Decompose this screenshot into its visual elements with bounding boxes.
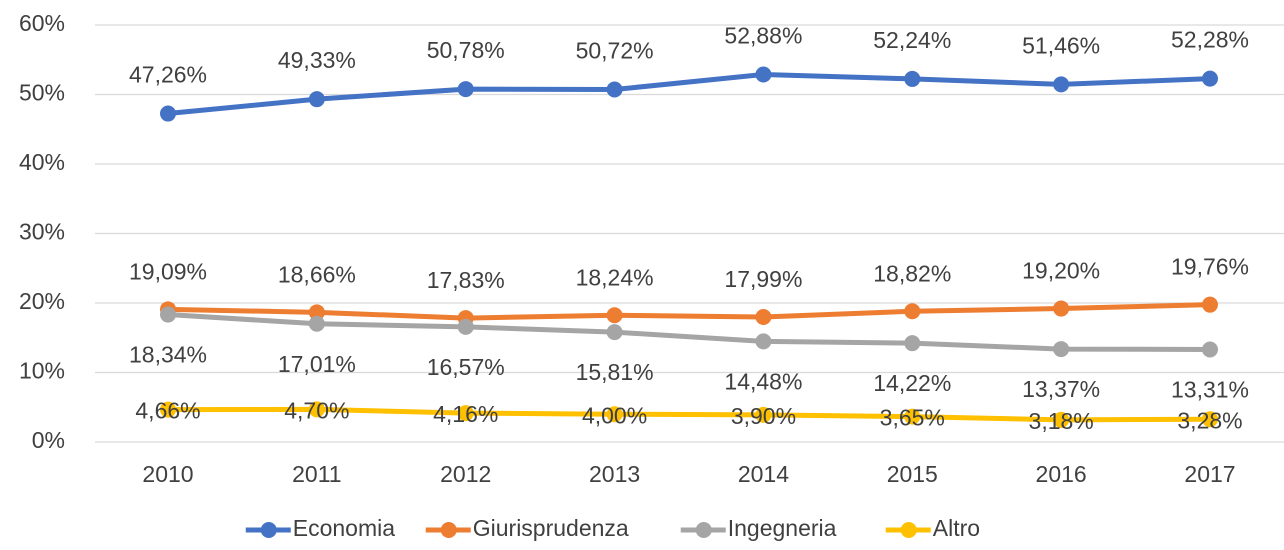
legend-label: Altro (933, 515, 980, 541)
series-line (167, 312, 1211, 352)
data-label: 49,33% (278, 47, 356, 73)
data-label: 4,70% (284, 397, 349, 423)
point (904, 70, 921, 87)
data-label: 13,31% (1171, 377, 1249, 403)
point (606, 406, 623, 423)
point (457, 318, 474, 335)
point (755, 66, 772, 83)
data-label: 14,48% (724, 368, 802, 394)
series-line (167, 406, 1211, 423)
point (606, 324, 623, 341)
data-label: 50,78% (427, 37, 505, 63)
data-label: 18,82% (873, 260, 951, 286)
point (755, 333, 772, 350)
legend-marker (900, 522, 917, 538)
data-label: 3,18% (1029, 408, 1094, 434)
data-label: 19,76% (1171, 254, 1249, 280)
y-tick-label: 0% (32, 427, 65, 453)
x-tick-label: 2015 (887, 461, 938, 487)
legend-marker (695, 522, 712, 538)
y-tick-label: 40% (19, 149, 65, 175)
point (1202, 411, 1218, 428)
data-label: 17,83% (427, 267, 505, 293)
series-line (167, 302, 1211, 321)
data-label: 52,88% (724, 23, 802, 49)
data-label: 16,57% (427, 354, 505, 380)
x-tick-label: 2017 (1184, 461, 1235, 487)
legend-label: Ingegneria (728, 515, 837, 541)
data-label: 18,34% (129, 342, 207, 368)
point (457, 405, 474, 422)
y-tick-label: 50% (19, 80, 65, 106)
point (308, 401, 325, 418)
point (606, 81, 623, 98)
x-tick-label: 2010 (142, 461, 193, 487)
data-label: 3,28% (1177, 407, 1242, 433)
data-label: 4,16% (433, 401, 498, 427)
series-line (167, 71, 1211, 117)
point (160, 401, 176, 418)
data-label: 14,22% (873, 370, 951, 396)
x-tick-label: 2013 (589, 461, 640, 487)
point (755, 406, 772, 423)
data-label: 3,90% (731, 403, 796, 429)
point (160, 306, 176, 323)
data-label: 47,26% (129, 62, 207, 88)
legend-label: Economia (293, 515, 395, 541)
point (755, 308, 772, 325)
point (606, 307, 623, 324)
point (1202, 70, 1218, 87)
data-label: 51,46% (1022, 32, 1100, 58)
x-tick-label: 2012 (440, 461, 491, 487)
y-tick-label: 30% (19, 219, 65, 245)
x-tick-label: 2014 (738, 461, 789, 487)
x-tick-label: 2016 (1036, 461, 1087, 487)
point (308, 91, 325, 108)
data-label: 15,81% (576, 359, 654, 385)
point (904, 303, 921, 320)
legend-label: Giurisprudenza (473, 515, 629, 541)
data-label: 3,65% (880, 405, 945, 431)
data-label: 19,09% (129, 258, 207, 284)
point (904, 335, 921, 352)
point (1053, 341, 1070, 358)
point (1202, 296, 1218, 313)
point (1053, 76, 1070, 93)
point (1202, 341, 1218, 358)
x-tick-label: 2011 (292, 461, 341, 487)
point (1053, 411, 1070, 428)
point (308, 315, 325, 332)
legend-marker (440, 522, 457, 538)
data-label: 4,00% (582, 402, 647, 428)
point (904, 408, 921, 425)
data-label: 52,24% (873, 27, 951, 53)
point (308, 304, 325, 321)
legend-marker (260, 522, 277, 538)
point (1053, 300, 1070, 317)
data-label: 52,28% (1171, 27, 1249, 53)
data-label: 19,20% (1022, 258, 1100, 284)
data-label: 13,37% (1022, 376, 1100, 402)
point (457, 81, 474, 98)
data-label: 50,72% (576, 38, 654, 64)
point (160, 105, 176, 122)
y-tick-label: 10% (19, 358, 65, 384)
data-label: 18,66% (278, 261, 356, 287)
data-label: 4,66% (135, 398, 200, 424)
data-label: 17,01% (278, 351, 356, 377)
data-label: 17,99% (724, 266, 802, 292)
data-label: 18,24% (576, 264, 654, 290)
y-tick-label: 60% (19, 10, 65, 36)
y-tick-label: 20% (19, 288, 65, 314)
